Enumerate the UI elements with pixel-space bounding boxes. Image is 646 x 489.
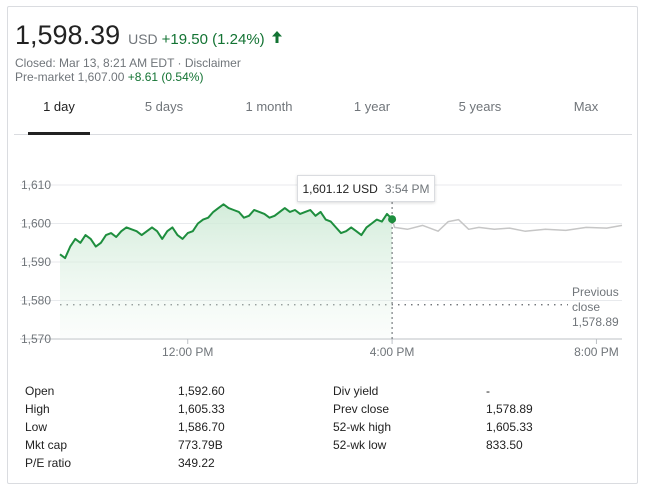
stat-label-52wk-high: 52-wk high — [333, 420, 392, 434]
y-tick-label: 1,590 — [21, 255, 51, 269]
stat-label-pe-ratio: P/E ratio — [25, 456, 72, 470]
stat-value-52wk-high: 1,605.33 — [486, 420, 533, 434]
x-tick-label: 4:00 PM — [370, 345, 415, 359]
premarket-change: +8.61 (0.54%) — [127, 70, 204, 84]
premarket-price: Pre-market 1,607.00 — [15, 70, 125, 84]
previous-close-label: Previous close 1,578.89 — [572, 285, 619, 330]
stat-value-pe-ratio: 349.22 — [178, 456, 215, 470]
stats-values-right: - 1,578.89 1,605.33 833.50 — [486, 382, 533, 454]
stats-labels-left: Open High Low Mkt cap P/E ratio — [25, 382, 71, 472]
stat-label-div-yield: Div yield — [333, 384, 379, 398]
stat-label-mkt-cap: Mkt cap — [25, 438, 68, 452]
stat-value-open: 1,592.60 — [178, 384, 225, 398]
x-tick-label: 12:00 PM — [162, 345, 213, 359]
stat-label-low: Low — [25, 420, 48, 434]
previous-close-value: 1,578.89 — [572, 315, 619, 329]
tab-1-day[interactable]: 1 day — [28, 96, 90, 135]
stats-values-left: 1,592.60 1,605.33 1,586.70 773.79B 349.2… — [178, 382, 225, 472]
premarket-info: Pre-market 1,607.00 +8.61 (0.54%) — [15, 70, 203, 84]
previous-close-line1: Previous — [572, 285, 619, 299]
closed-info: Closed: Mar 13, 8:21 AM EDT · Disclaimer — [15, 56, 241, 70]
tab-1-year[interactable]: 1 year — [353, 99, 391, 114]
stat-label-open: Open — [25, 384, 55, 398]
range-tabs: 1 day 5 days 1 month 1 year 5 years Max — [14, 96, 632, 135]
stat-label-prev-close: Prev close — [333, 402, 390, 416]
arrow-up-icon — [271, 31, 282, 43]
price-change: +19.50 (1.24%) — [161, 31, 265, 48]
stat-value-low: 1,586.70 — [178, 420, 225, 434]
y-tick-label: 1,570 — [21, 332, 51, 346]
stat-value-mkt-cap: 773.79B — [178, 438, 223, 452]
previous-close-line2: close — [572, 300, 601, 314]
currency: USD — [128, 31, 158, 47]
session-price-line — [59, 203, 393, 260]
stat-value-div-yield: - — [486, 384, 490, 398]
tab-5-years[interactable]: 5 years — [458, 99, 502, 114]
y-tick-label: 1,580 — [21, 294, 51, 308]
after-hours-line — [391, 218, 623, 232]
current-price: 1,598.39 — [15, 20, 121, 50]
chart-tooltip: 1,601.12 USD 3:54 PM — [297, 175, 435, 202]
y-tick-label: 1,610 — [21, 178, 51, 192]
stat-value-52wk-low: 833.50 — [486, 438, 523, 452]
y-tick-label: 1,600 — [21, 217, 51, 231]
stat-value-high: 1,605.33 — [178, 402, 225, 416]
x-tick-label: 8:00 PM — [574, 345, 619, 359]
tab-max[interactable]: Max — [573, 99, 599, 114]
hover-marker — [388, 215, 397, 224]
price-row: 1,598.39 USD +19.50 (1.24%) — [15, 20, 283, 51]
tab-1-month[interactable]: 1 month — [245, 99, 293, 114]
tooltip-time: 3:54 PM — [384, 181, 430, 196]
stat-label-high: High — [25, 402, 50, 416]
session-area-fill — [60, 204, 393, 339]
tab-5-days[interactable]: 5 days — [144, 99, 184, 114]
stat-label-52wk-low: 52-wk low — [333, 438, 387, 452]
tooltip-value: 1,601.12 USD — [302, 181, 378, 196]
stats-labels-right: Div yield Prev close 52-wk high 52-wk lo… — [333, 382, 391, 454]
stat-value-prev-close: 1,578.89 — [486, 402, 533, 416]
